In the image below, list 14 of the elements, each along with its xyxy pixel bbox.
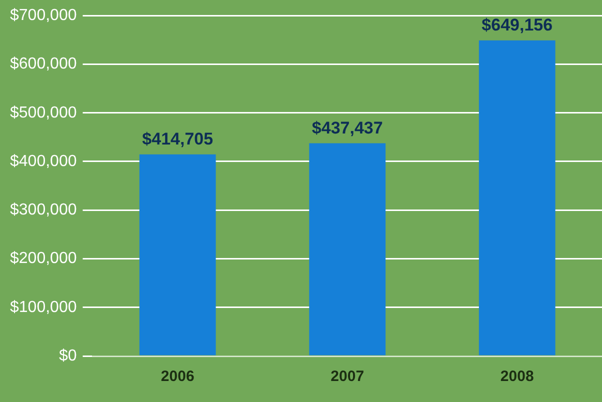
x-tick-label: 2007 (330, 368, 364, 386)
y-tick-label: $200,000 (10, 250, 77, 268)
y-tick-label: $300,000 (10, 202, 77, 219)
y-tick-label: $500,000 (10, 104, 77, 122)
data-label: $649,156 (482, 16, 553, 35)
data-label: $437,437 (312, 118, 383, 138)
y-tick-label: $0 (58, 347, 77, 364)
y-tick-label: $400,000 (10, 152, 77, 170)
y-tick-label: $100,000 (10, 298, 77, 316)
data-label: $414,705 (142, 130, 214, 149)
y-tick-label: $700,000 (10, 7, 77, 24)
x-tick-label: 2008 (500, 368, 534, 386)
x-tick-label: 2006 (160, 368, 194, 386)
y-tick-label: $600,000 (10, 56, 77, 73)
